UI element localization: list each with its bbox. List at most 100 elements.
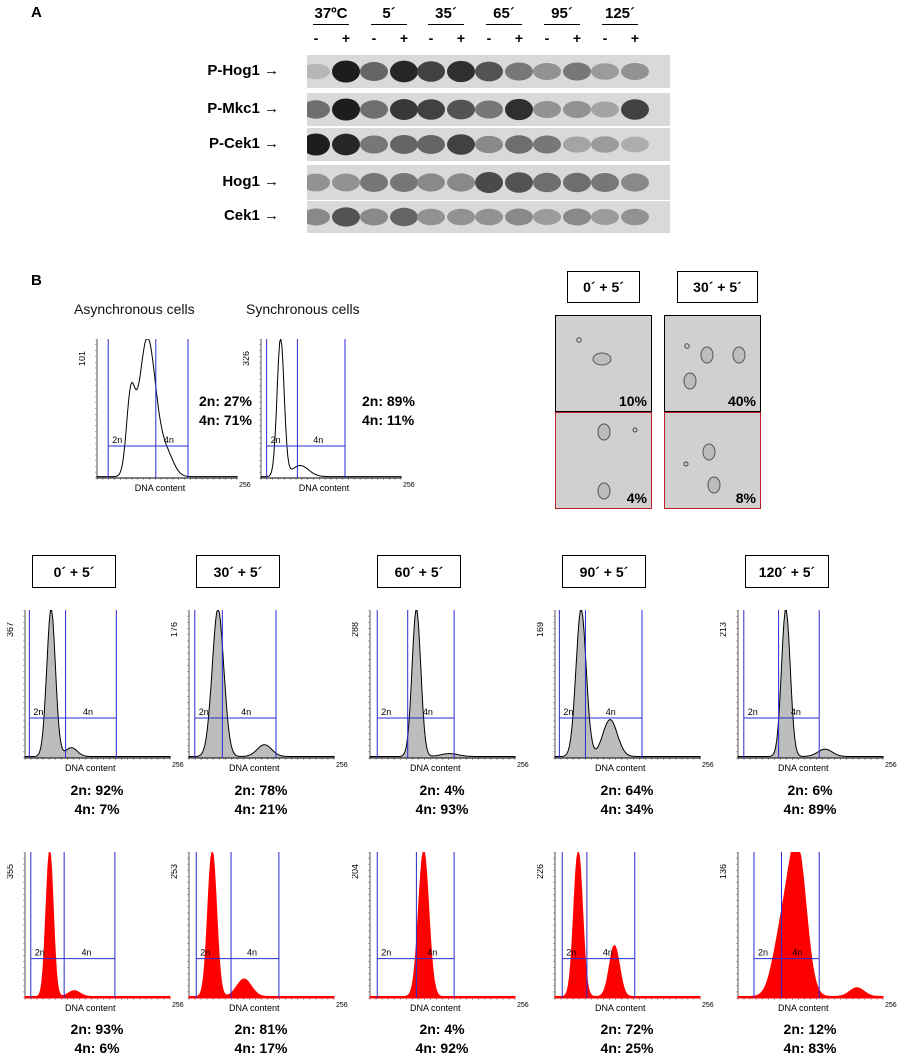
y-max-label: 213 [720, 622, 728, 637]
blot-band [621, 173, 649, 192]
gate-2n-label: 2n [199, 707, 209, 717]
blot-band [417, 208, 445, 226]
y-max-label: 169 [537, 622, 545, 637]
gate-2n-label: 2n [758, 948, 768, 958]
histogram-curve [737, 852, 884, 999]
x-max-label: 256 [885, 1002, 897, 1009]
micro-cells [576, 337, 746, 500]
blot-band [417, 61, 445, 82]
histogram-curve [188, 610, 335, 759]
gate-4n-label: 4n [241, 707, 251, 717]
blot-band [475, 135, 503, 154]
micro-pct-0-top: 10% [618, 393, 647, 409]
blot-strip [307, 165, 670, 200]
gate-4n-label: 4n [606, 707, 616, 717]
protein-label: Cek1 → [223, 207, 279, 224]
blot-band [307, 100, 330, 119]
blot-band [505, 208, 533, 226]
gate-4n-label: 4n [313, 435, 323, 445]
x-axis-label: DNA content [229, 763, 280, 773]
sync-stat-4n: 4n: 11% [362, 412, 415, 428]
async-stat-2n: 2n: 27% [199, 393, 252, 409]
x-max-label: 256 [172, 762, 184, 769]
y-max-label: 176 [171, 622, 179, 637]
x-max-label: 256 [336, 762, 348, 769]
stat-2n: 2n: 4% [419, 1021, 465, 1037]
histogram-curve [188, 852, 335, 999]
blot-strip [307, 201, 670, 233]
blot-band [533, 101, 561, 118]
micro-image-30-top: 40% [664, 315, 761, 412]
blot-band [360, 62, 388, 81]
blot-band [621, 136, 649, 153]
sign-plus: + [572, 30, 582, 46]
async-title: Asynchronous cells [74, 301, 195, 317]
histogram-gray: 176 2n 4n DNA content 256 [171, 610, 348, 773]
micro-pct-30-top: 40% [727, 393, 756, 409]
x-axis-label: DNA content [595, 763, 646, 773]
blot-band [591, 208, 619, 226]
x-axis-label: DNA content [410, 763, 461, 773]
stat-2n: 2n: 12% [783, 1021, 837, 1037]
stat-4n: 4n: 7% [74, 801, 120, 817]
sync-stat-2n: 2n: 89% [362, 393, 415, 409]
x-max-label: 256 [336, 1002, 348, 1009]
cell [702, 443, 716, 461]
x-max-label: 256 [702, 762, 714, 769]
sign-minus: - [544, 30, 550, 46]
gate-2n-label: 2n [381, 948, 391, 958]
blot-band [447, 173, 475, 192]
x-axis-label: DNA content [135, 483, 186, 493]
blot-band [475, 172, 503, 193]
sign-plus: + [456, 30, 466, 46]
debris [684, 343, 690, 349]
stat-2n: 2n: 4% [419, 782, 465, 798]
y-max-label: 136 [720, 864, 728, 879]
y-max-label: 226 [537, 864, 545, 879]
stat-4n: 4n: 21% [234, 801, 288, 817]
gate-4n-label: 4n [423, 707, 433, 717]
blot-band [332, 98, 360, 121]
histogram-gray: 169 2n 4n DNA content 256 [537, 610, 714, 773]
gate-4n-label: 4n [603, 948, 613, 958]
blot-band [505, 62, 533, 81]
sign-minus: - [428, 30, 434, 46]
blot-band [533, 135, 561, 154]
blot-band [417, 135, 445, 154]
gate-2n-label: 2n [271, 435, 281, 445]
blot-band [332, 133, 360, 156]
histogram-gray: 288 2n 4n DNA content 256 [352, 610, 529, 773]
blot-band [307, 133, 330, 156]
protein-label: P-Mkc1 → [207, 99, 279, 117]
blot-band [390, 99, 418, 120]
blot-band [563, 62, 591, 81]
gate-2n-label: 2n [200, 948, 210, 958]
stat-4n: 4n: 6% [74, 1040, 120, 1056]
blot-band [360, 173, 388, 192]
stats-gray: 2n: 92% 4n: 7% [47, 781, 147, 819]
protein-label: Hog1 → [222, 172, 279, 190]
blot-band [360, 135, 388, 154]
histogram-red: 204 2n 4n DNA content 256 [352, 852, 529, 1013]
histogram-red: 355 2n 4n DNA content 256 [7, 852, 184, 1013]
blot-band [475, 61, 503, 82]
blot-band [360, 208, 388, 226]
protein-label: P-Cek1 → [208, 134, 279, 152]
gate-4n-label: 4n [427, 948, 437, 958]
blot-band [563, 208, 591, 226]
gate-4n-label: 4n [82, 948, 92, 958]
debris [632, 427, 638, 433]
histogram-red: 253 2n 4n DNA content 256 [171, 852, 348, 1013]
x-axis-label: DNA content [229, 1003, 280, 1013]
protein-label: P-Hog1 → [207, 61, 279, 79]
blot-band [447, 99, 475, 120]
blot-band [533, 63, 561, 80]
timepoint-underline [371, 24, 407, 25]
blot-band [307, 63, 330, 80]
blot-band [307, 173, 330, 192]
panel-a-letter: A [31, 4, 42, 21]
debris [576, 337, 582, 343]
histogram-curve [737, 610, 884, 759]
panel-b-letter: B [31, 272, 42, 289]
histogram-red: 136 2n 4n DNA content 256 [720, 852, 897, 1013]
